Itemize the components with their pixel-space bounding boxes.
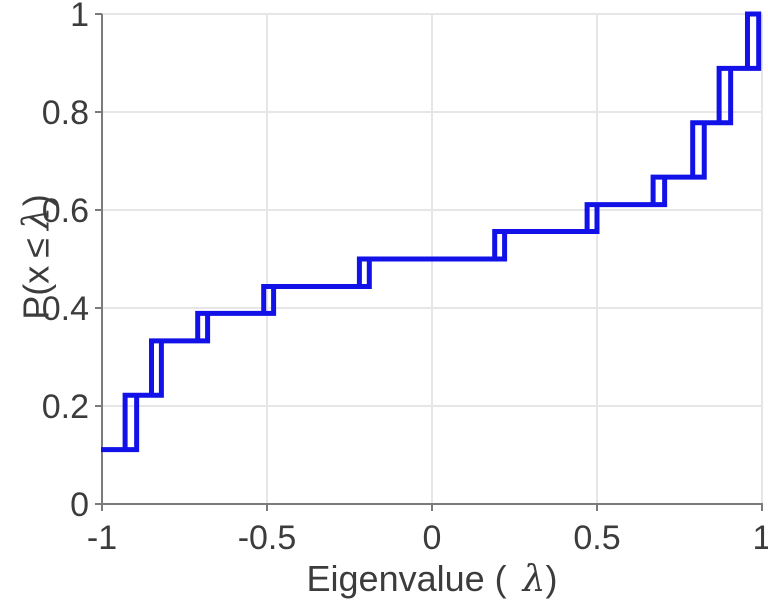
x-axis-label-suffix: ) [545, 558, 558, 599]
lambda-symbol: λ [16, 207, 58, 231]
x-axis-label-prefix: Eigenvalue ( [306, 558, 507, 599]
y-tick-label: 1 [70, 0, 89, 34]
y-tick-label: 0 [70, 486, 89, 524]
y-axis-label-suffix: ) [15, 194, 57, 207]
x-axis-label: Eigenvalue ( λ) [102, 559, 762, 600]
leq-symbol: ≤ [15, 238, 57, 258]
y-tick-label: 0.8 [42, 94, 89, 132]
lambda-symbol: λ [522, 559, 546, 600]
ecdf-step-curve [101, 11, 762, 453]
y-axis-label: P(x ≤ λ) [15, 194, 58, 320]
y-tick-label: 0.2 [42, 388, 89, 426]
y-axis-label-prefix: P(x [15, 265, 57, 320]
x-tick-label: -1 [87, 519, 117, 557]
y-tick-label: 0.4 [42, 290, 89, 328]
x-tick-label: 0.5 [573, 519, 620, 557]
x-tick-label: 0 [423, 519, 442, 557]
y-tick-label: 0.6 [42, 192, 89, 230]
x-tick-label: -0.5 [238, 519, 297, 557]
x-tick-label: 1 [753, 519, 768, 557]
